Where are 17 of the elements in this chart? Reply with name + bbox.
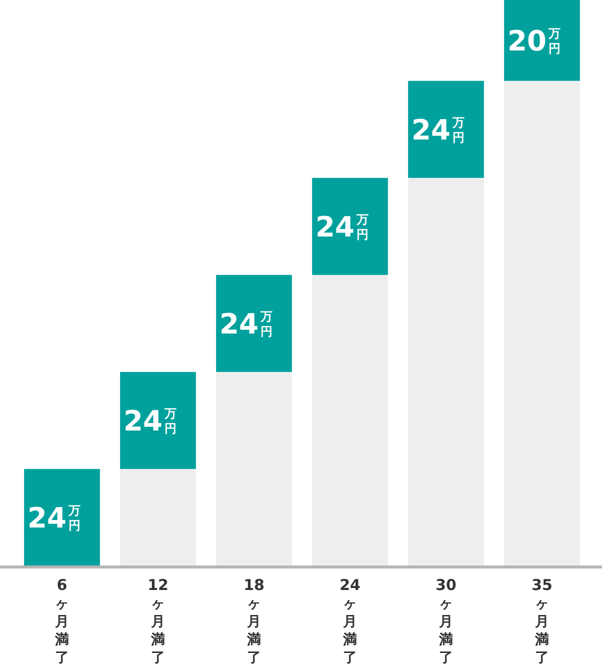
x-tick-label: 30ヶ月満了: [436, 576, 456, 666]
bar: [216, 372, 292, 566]
x-tick-label: 35ヶ月満了: [532, 576, 552, 666]
bar: [312, 274, 388, 566]
bar: [120, 468, 196, 566]
bar: [408, 178, 484, 566]
bar: [312, 178, 388, 275]
x-tick-label: 18ヶ月満了: [244, 576, 264, 666]
x-tick-label: 6ヶ月満了: [54, 576, 69, 666]
bar: [504, 0, 580, 81]
bar: [24, 468, 100, 566]
x-tick-label: 24ヶ月満了: [340, 576, 360, 666]
bar: [504, 80, 580, 566]
x-tick-label: 12ヶ月満了: [148, 576, 168, 666]
bar: [120, 372, 196, 469]
bar: [408, 80, 484, 178]
bar: [216, 274, 292, 372]
